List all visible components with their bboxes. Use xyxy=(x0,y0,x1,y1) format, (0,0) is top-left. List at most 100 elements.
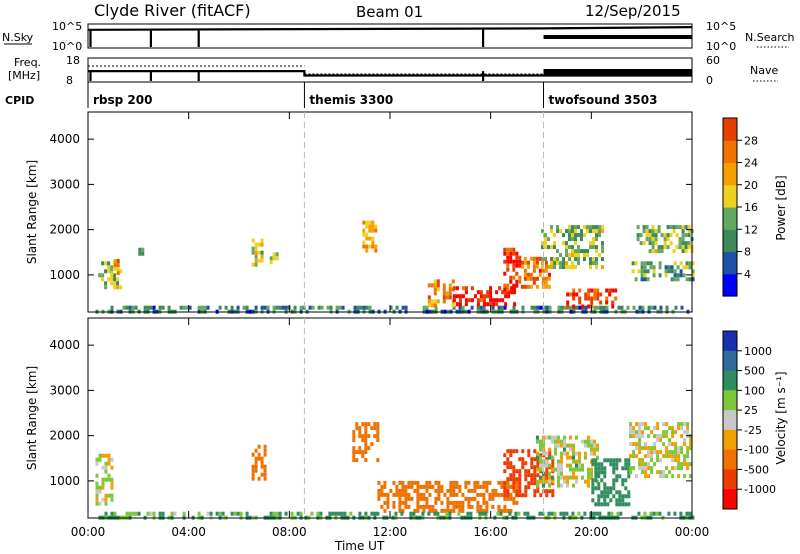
scatter-cell xyxy=(612,470,616,475)
colorbar-tick-label: 1000 xyxy=(744,345,772,358)
velocity-colorbar-label: Velocity [m s⁻¹] xyxy=(774,371,788,464)
scatter-cell xyxy=(557,305,561,310)
scatter-cell xyxy=(627,470,631,475)
scatter-cell xyxy=(577,261,580,266)
scatter-cell xyxy=(666,225,670,230)
scatter-cell xyxy=(596,479,599,484)
scatter-cell xyxy=(352,438,356,443)
scatter-cell xyxy=(596,305,600,310)
scatter-cell xyxy=(597,470,601,475)
scatter-cell xyxy=(518,259,522,264)
scatter-cell xyxy=(383,492,387,497)
scatter-cell xyxy=(590,467,593,472)
scatter-cell xyxy=(182,305,186,310)
scatter-cell xyxy=(515,493,519,498)
scatter-cell xyxy=(652,265,656,270)
scatter-cell xyxy=(674,442,678,447)
scatter-cell xyxy=(578,300,582,305)
scatter-cell xyxy=(513,302,517,307)
scatter-cell xyxy=(110,485,114,490)
scatter-cell xyxy=(574,233,577,238)
scatter-cell xyxy=(539,453,543,458)
scatter-cell xyxy=(653,426,657,431)
scatter-cell xyxy=(536,473,540,478)
scatter-cell xyxy=(440,488,444,493)
scatter-cell xyxy=(624,466,628,471)
scatter-cell xyxy=(621,502,625,507)
scatter-cell xyxy=(629,466,633,471)
scatter-cell xyxy=(158,305,162,310)
colorbar-segment xyxy=(723,251,737,275)
scatter-cell xyxy=(559,229,562,234)
colorbar-tick-label: 8 xyxy=(744,246,751,259)
scatter-cell xyxy=(422,496,426,501)
scatter-cell xyxy=(665,454,669,459)
scatter-cell xyxy=(606,502,610,507)
scatter-cell xyxy=(565,511,569,516)
scatter-cell xyxy=(581,467,584,472)
scatter-cell xyxy=(669,241,673,246)
scatter-cell xyxy=(536,483,539,488)
scatter-cell xyxy=(442,295,446,300)
scatter-cell xyxy=(110,465,114,470)
scatter-cell xyxy=(618,458,622,463)
scatter-cell xyxy=(452,294,456,299)
scatter-cell xyxy=(569,443,572,448)
scatter-cell xyxy=(260,254,264,259)
scatter-cell xyxy=(542,483,545,488)
scatter-cell xyxy=(427,303,431,308)
scatter-cell xyxy=(659,450,663,455)
scatter-cell xyxy=(95,497,99,502)
scatter-cell xyxy=(517,511,521,516)
scatter-cell xyxy=(559,265,562,270)
colorbar-tick-label: -500 xyxy=(744,463,769,476)
scatter-cell xyxy=(641,446,645,451)
scatter-cell xyxy=(627,474,631,479)
scatter-cell xyxy=(589,225,592,230)
scatter-cell xyxy=(427,283,431,288)
scatter-cell xyxy=(678,237,682,242)
scatter-cell xyxy=(95,473,99,478)
scatter-cell xyxy=(571,229,574,234)
scatter-cell xyxy=(615,498,619,503)
scatter-cell xyxy=(419,484,423,489)
scatter-cell xyxy=(575,479,578,484)
time-axis-title: Time UT xyxy=(334,539,385,553)
scatter-cell xyxy=(101,477,105,482)
scatter-cell xyxy=(107,265,111,270)
scatter-cell xyxy=(671,450,675,455)
scatter-cell xyxy=(338,305,342,310)
scatter-cell xyxy=(539,439,542,444)
scatter-cell xyxy=(575,292,579,297)
scatter-cell xyxy=(523,272,527,277)
scatter-cell xyxy=(368,305,372,310)
scatter-cell xyxy=(485,508,489,513)
scatter-cell xyxy=(496,511,500,516)
scatter-cell xyxy=(506,263,510,268)
scatter-cell xyxy=(600,490,604,495)
scatter-cell xyxy=(657,225,661,230)
scatter-cell xyxy=(437,484,441,489)
scatter-cell xyxy=(626,305,630,310)
scatter-cell xyxy=(659,474,663,479)
scatter-cell xyxy=(691,273,695,278)
scatter-cell xyxy=(503,287,507,292)
scatter-cell xyxy=(688,277,692,282)
scatter-cell xyxy=(433,279,437,284)
scatter-cell xyxy=(401,305,405,310)
scatter-cell xyxy=(594,474,598,479)
scatter-cell xyxy=(466,511,470,516)
scatter-cell xyxy=(671,442,675,447)
scatter-cell xyxy=(548,463,551,468)
scatter-cell xyxy=(653,446,657,451)
scatter-cell xyxy=(659,434,663,439)
scatter-cell xyxy=(581,439,584,444)
colorbar-tick-label: -100 xyxy=(744,444,769,457)
scatter-cell xyxy=(395,305,399,310)
scatter-cell xyxy=(455,480,459,485)
scatter-cell xyxy=(476,500,480,505)
scatter-cell xyxy=(603,494,607,499)
scatter-cell xyxy=(380,484,384,489)
scatter-cell xyxy=(575,463,578,468)
scatter-cell xyxy=(592,257,595,262)
